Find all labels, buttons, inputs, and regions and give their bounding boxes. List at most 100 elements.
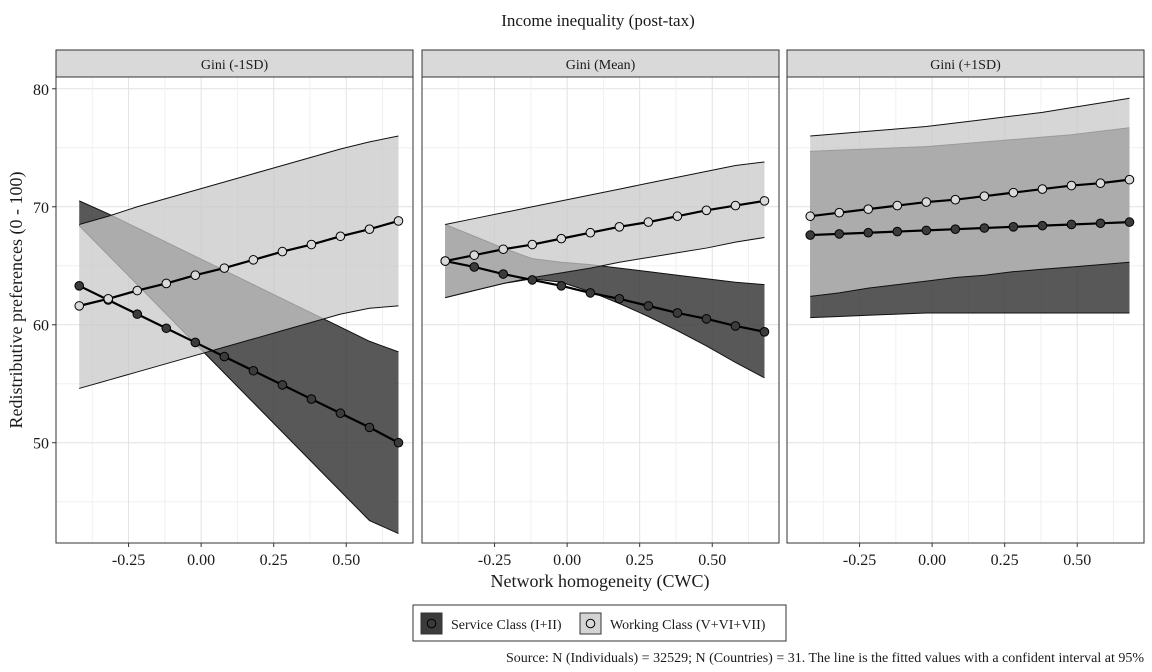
data-point xyxy=(950,194,961,205)
data-point xyxy=(979,223,990,233)
fitted-line-service xyxy=(810,221,1130,237)
data-point xyxy=(1037,184,1048,194)
panel-border xyxy=(55,76,414,544)
legend-key-point xyxy=(426,618,437,629)
data-point xyxy=(1124,217,1135,227)
data-point xyxy=(701,205,712,216)
legend: Service Class (I+II) Working Class (V+VI+… xyxy=(412,604,787,642)
data-point xyxy=(1066,180,1077,191)
data-point xyxy=(469,250,480,260)
data-point xyxy=(834,229,845,239)
band-lower-edge xyxy=(810,312,1130,319)
y-tick-label: 50 xyxy=(33,436,49,453)
data-point xyxy=(1008,187,1019,198)
data-point xyxy=(892,200,903,211)
x-tick-label: 0.50 xyxy=(698,552,726,569)
data-point xyxy=(1066,219,1077,230)
x-tick-label: 0.00 xyxy=(918,552,946,569)
data-point xyxy=(614,222,625,232)
x-axis-label: Network homogeneity (CWC) xyxy=(491,571,710,592)
data-point xyxy=(277,380,288,390)
x-tick-label: 0.00 xyxy=(553,552,581,569)
data-point xyxy=(1095,178,1106,188)
data-point xyxy=(643,301,654,311)
data-point xyxy=(1124,174,1135,185)
data-point xyxy=(103,293,114,304)
fitted-line-service xyxy=(78,284,400,444)
data-point xyxy=(498,244,509,255)
y-tick-label: 80 xyxy=(33,82,49,99)
data-point xyxy=(892,226,903,237)
data-point xyxy=(74,301,85,311)
legend-label: Working Class (V+VI+VII) xyxy=(610,618,766,633)
data-point xyxy=(364,422,375,433)
data-point xyxy=(921,225,932,236)
data-point xyxy=(364,224,375,234)
panel-2: Gini (Mean) -0.25 0.00 0.25 0.50 xyxy=(421,49,780,569)
data-point xyxy=(585,288,596,298)
chart-panels: Gini (-1SD) -0.25 0.00 0.25 0.50 Gini (Mean) -… xyxy=(55,49,1145,569)
panel-3: Gini (+1SD) -0.25 0.00 0.25 0.50 xyxy=(786,49,1145,569)
data-point xyxy=(805,230,816,240)
y-tick-label: 70 xyxy=(33,200,49,217)
panel-title: Gini (-1SD) xyxy=(201,58,269,73)
y-axis-label: Redistributive preferences (0 - 100) xyxy=(6,172,27,429)
y-tick-label: 60 xyxy=(33,318,49,335)
panel-border xyxy=(786,76,1145,544)
data-point xyxy=(979,191,990,201)
data-point xyxy=(161,323,172,334)
x-tick-label: -0.25 xyxy=(843,552,876,569)
data-point xyxy=(585,227,596,238)
data-point xyxy=(643,217,654,227)
data-point xyxy=(248,255,259,265)
data-point xyxy=(469,262,480,272)
data-point xyxy=(556,233,567,244)
data-point xyxy=(190,270,201,280)
data-point xyxy=(393,437,404,448)
chart-title: Income inequality (post-tax) xyxy=(501,11,695,30)
data-point xyxy=(730,200,741,211)
panel-title: Gini (+1SD) xyxy=(930,58,1001,73)
band-upper-edge xyxy=(810,97,1130,137)
fitted-line-working xyxy=(78,219,399,307)
chart-caption: Source: N (Individuals) = 32529; N (Coun… xyxy=(506,651,1144,666)
panel-strip xyxy=(55,49,414,78)
data-point xyxy=(277,246,288,257)
data-point xyxy=(248,365,259,376)
data-point xyxy=(863,204,874,214)
data-point xyxy=(440,256,451,266)
panel-strip xyxy=(786,49,1145,78)
band-lower-edge xyxy=(810,261,1130,297)
data-point xyxy=(335,231,346,242)
data-point xyxy=(834,207,845,218)
x-tick-label: 0.50 xyxy=(332,552,360,569)
data-point xyxy=(132,285,143,296)
data-point xyxy=(219,263,230,273)
band-lower-edge xyxy=(445,236,765,299)
data-point xyxy=(498,269,509,279)
panel-border xyxy=(421,76,780,544)
data-point xyxy=(527,239,538,250)
data-point xyxy=(1008,222,1019,232)
data-point xyxy=(701,314,712,324)
legend-key-point xyxy=(585,618,596,629)
fitted-line-service xyxy=(445,259,765,333)
x-tick-label: 0.25 xyxy=(991,552,1019,569)
data-point xyxy=(556,281,567,291)
data-point xyxy=(863,227,874,238)
data-point xyxy=(190,337,201,348)
data-point xyxy=(74,281,85,291)
x-tick-label: -0.25 xyxy=(112,552,145,569)
data-point xyxy=(672,308,683,318)
band-upper-edge xyxy=(79,135,399,225)
x-tick-label: 0.00 xyxy=(187,552,215,569)
legend-label: Service Class (I+II) xyxy=(451,618,562,633)
y-axis-ticks: 50 60 70 80 xyxy=(33,82,56,453)
data-point xyxy=(1037,220,1048,231)
fitted-line-working xyxy=(445,199,765,263)
panel-title: Gini (Mean) xyxy=(566,58,636,73)
x-tick-label: -0.25 xyxy=(478,552,511,569)
data-point xyxy=(306,394,317,404)
data-point xyxy=(161,278,172,289)
